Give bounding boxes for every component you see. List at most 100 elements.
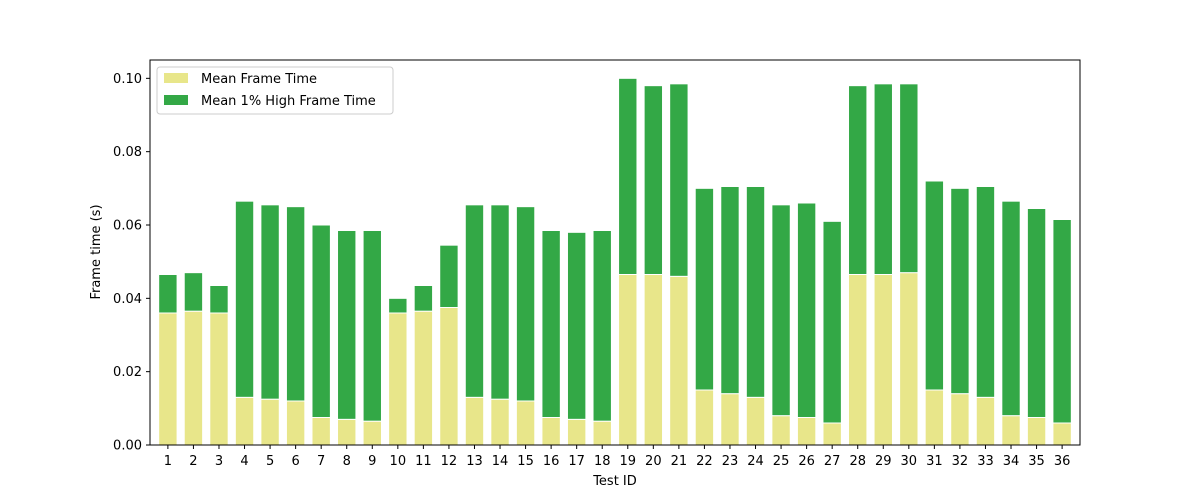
bar-mean-frame-time-18 xyxy=(592,420,612,446)
bar-mean-frame-time-8 xyxy=(337,418,357,446)
bar-1pct-high-36 xyxy=(1052,219,1072,424)
x-tick-label-5: 5 xyxy=(266,454,274,469)
bar-mean-frame-time-4 xyxy=(234,396,255,446)
bar-mean-frame-time-28 xyxy=(848,274,868,446)
bar-mean-frame-time-10 xyxy=(388,312,408,446)
bar-1pct-high-19 xyxy=(618,77,638,276)
bar-1pct-high-27 xyxy=(822,220,842,424)
bar-1pct-high-7 xyxy=(311,224,331,418)
bar-mean-frame-time-26 xyxy=(796,417,817,446)
y-tick-label-2: 0.04 xyxy=(113,292,142,307)
x-tick-label-21: 21 xyxy=(671,454,688,469)
bar-mean-frame-time-34 xyxy=(1001,415,1021,446)
bar-mean-frame-time-1 xyxy=(158,312,178,446)
x-tick-label-26: 26 xyxy=(798,454,815,469)
bar-1pct-high-35 xyxy=(1026,208,1047,418)
bar-mean-frame-time-22 xyxy=(694,389,715,446)
x-tick-label-8: 8 xyxy=(343,454,351,469)
bar-1pct-high-9 xyxy=(362,230,382,422)
bar-1pct-high-6 xyxy=(285,206,306,402)
bar-1pct-high-24 xyxy=(745,186,766,398)
bar-1pct-high-5 xyxy=(260,204,280,400)
x-tick-label-16: 16 xyxy=(543,454,560,469)
bar-mean-frame-time-23 xyxy=(720,393,740,446)
y-tick-label-1: 0.02 xyxy=(113,365,142,380)
x-tick-label-12: 12 xyxy=(441,454,458,469)
bar-1pct-high-30 xyxy=(899,83,919,274)
x-tick-label-9: 9 xyxy=(368,454,376,469)
bar-mean-frame-time-31 xyxy=(924,389,945,446)
bar-1pct-high-25 xyxy=(771,204,791,417)
bar-mean-frame-time-11 xyxy=(413,310,434,446)
bar-mean-frame-time-35 xyxy=(1026,417,1047,446)
bar-1pct-high-23 xyxy=(720,186,740,395)
bar-mean-frame-time-7 xyxy=(311,417,331,446)
bar-1pct-high-26 xyxy=(796,202,817,418)
bar-1pct-high-1 xyxy=(158,274,178,314)
bar-mean-frame-time-32 xyxy=(950,393,970,446)
bar-mean-frame-time-12 xyxy=(439,307,459,446)
bar-1pct-high-2 xyxy=(183,272,204,312)
bar-1pct-high-10 xyxy=(388,297,408,314)
bar-mean-frame-time-33 xyxy=(975,396,996,446)
x-tick-label-20: 20 xyxy=(645,454,662,469)
x-tick-label-17: 17 xyxy=(568,454,585,469)
x-tick-label-1: 1 xyxy=(164,454,172,469)
x-tick-label-27: 27 xyxy=(824,454,841,469)
x-tick-label-7: 7 xyxy=(317,454,325,469)
legend-label-mean-1pct-high: Mean 1% High Frame Time xyxy=(201,94,376,109)
x-tick-label-24: 24 xyxy=(747,454,764,469)
bar-1pct-high-3 xyxy=(209,285,229,314)
bar-1pct-high-11 xyxy=(413,285,434,312)
x-tick-label-32: 32 xyxy=(952,454,969,469)
bar-mean-frame-time-21 xyxy=(669,275,689,446)
bar-mean-frame-time-19 xyxy=(618,274,638,446)
bar-mean-frame-time-16 xyxy=(541,417,561,446)
bar-1pct-high-34 xyxy=(1001,200,1021,417)
x-tick-label-28: 28 xyxy=(849,454,866,469)
bar-mean-frame-time-17 xyxy=(566,418,587,446)
bar-1pct-high-18 xyxy=(592,230,612,422)
x-tick-label-2: 2 xyxy=(189,454,197,469)
bar-mean-frame-time-2 xyxy=(183,310,204,446)
bar-1pct-high-17 xyxy=(566,231,587,420)
legend-swatch-mean-frame-time xyxy=(164,73,188,83)
x-tick-label-25: 25 xyxy=(773,454,790,469)
bar-1pct-high-13 xyxy=(464,204,485,398)
x-tick-label-10: 10 xyxy=(390,454,407,469)
bar-mean-frame-time-14 xyxy=(490,398,510,446)
bar-1pct-high-33 xyxy=(975,186,996,398)
x-tick-label-35: 35 xyxy=(1028,454,1045,469)
x-tick-label-13: 13 xyxy=(466,454,483,469)
bar-1pct-high-8 xyxy=(337,230,357,420)
bar-mean-frame-time-6 xyxy=(285,400,306,446)
bar-mean-frame-time-30 xyxy=(899,272,919,446)
x-tick-label-23: 23 xyxy=(722,454,739,469)
y-ticks: 0.00 0.02 0.04 0.06 0.08 0.10 xyxy=(113,72,150,454)
x-tick-label-14: 14 xyxy=(492,454,509,469)
x-tick-label-31: 31 xyxy=(926,454,943,469)
bar-1pct-high-28 xyxy=(848,85,868,275)
x-tick-label-3: 3 xyxy=(215,454,223,469)
legend-swatch-mean-1pct-high xyxy=(164,95,188,105)
x-tick-label-29: 29 xyxy=(875,454,892,469)
bar-1pct-high-15 xyxy=(515,206,536,402)
x-axis-label: Test ID xyxy=(592,474,637,489)
bar-mean-frame-time-9 xyxy=(362,420,382,446)
legend-label-mean-frame-time: Mean Frame Time xyxy=(201,72,317,87)
bar-1pct-high-31 xyxy=(924,180,945,391)
bar-1pct-high-21 xyxy=(669,83,689,277)
bar-mean-frame-time-13 xyxy=(464,396,485,446)
bar-1pct-high-29 xyxy=(873,83,893,276)
plot-frame xyxy=(149,59,1081,446)
bar-1pct-high-12 xyxy=(439,244,459,309)
y-tick-label-5: 0.10 xyxy=(113,72,142,87)
legend: Mean Frame Time Mean 1% High Frame Time xyxy=(156,66,394,115)
y-tick-label-4: 0.08 xyxy=(113,145,142,160)
bar-mean-frame-time-25 xyxy=(771,415,791,446)
x-tick-label-33: 33 xyxy=(977,454,994,469)
bar-mean-frame-time-27 xyxy=(822,422,842,446)
x-tick-label-34: 34 xyxy=(1003,454,1020,469)
x-tick-label-6: 6 xyxy=(291,454,299,469)
